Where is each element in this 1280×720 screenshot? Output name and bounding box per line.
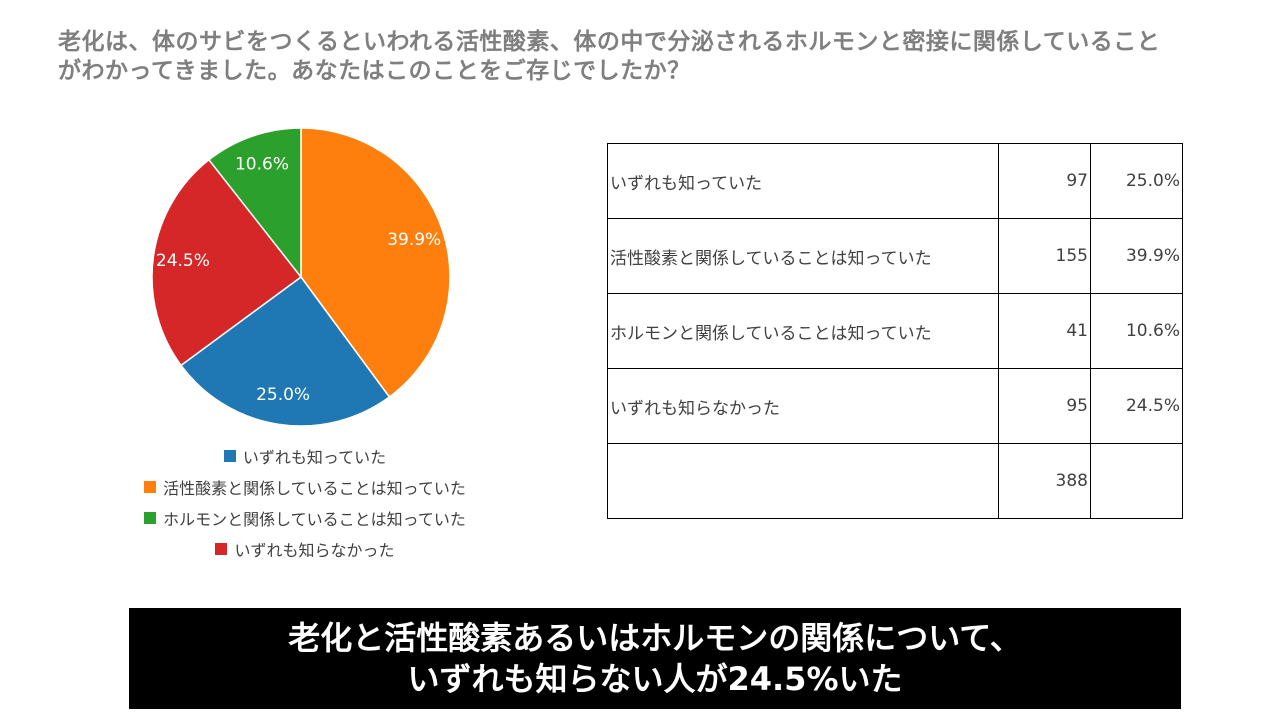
legend-label: いずれも知らなかった bbox=[234, 540, 395, 560]
table-row: 活性酸素と関係していることは知っていた 155 39.9% bbox=[607, 218, 1183, 294]
pie-chart-svg: 39.9% 25.0% 24.5% 10.6% bbox=[151, 127, 451, 427]
slice-knew-both bbox=[179, 275, 391, 427]
table-cell-answer bbox=[607, 443, 999, 519]
legend-swatch bbox=[144, 511, 157, 524]
table-cell-percent bbox=[1090, 443, 1183, 519]
table-cell-percent: 39.9% bbox=[1090, 218, 1183, 294]
legend-item: 活性酸素と関係していることは知っていた bbox=[110, 471, 500, 502]
legend-label: 活性酸素と関係していることは知っていた bbox=[163, 478, 466, 498]
legend-swatch bbox=[144, 480, 157, 493]
legend-item: いずれも知っていた bbox=[110, 440, 500, 471]
table-cell-count: 155 bbox=[998, 218, 1091, 294]
table-cell-answer: 活性酸素と関係していることは知っていた bbox=[607, 218, 999, 294]
table-cell-percent: 24.5% bbox=[1090, 368, 1183, 444]
slice-data-label: 24.5% bbox=[156, 251, 210, 271]
table-cell-count: 95 bbox=[998, 368, 1091, 444]
legend-swatch bbox=[223, 449, 236, 462]
table-cell-total-count: 388 bbox=[998, 443, 1091, 519]
table-cell-answer: いずれも知っていた bbox=[607, 143, 999, 219]
results-table: いずれも知っていた 97 25.0% 活性酸素と関係していることは知っていた 1… bbox=[607, 143, 1183, 519]
table-row: いずれも知っていた 97 25.0% bbox=[607, 143, 1183, 219]
chart-legend: いずれも知っていた 活性酸素と関係していることは知っていた ホルモンと関係してい… bbox=[110, 440, 500, 564]
pie-chart: 39.9% 25.0% 24.5% 10.6% bbox=[150, 126, 452, 428]
table-row: いずれも知らなかった 95 24.5% bbox=[607, 368, 1183, 444]
legend-label: ホルモンと関係していることは知っていた bbox=[163, 509, 466, 529]
legend-item: ホルモンと関係していることは知っていた bbox=[110, 502, 500, 533]
legend-label: いずれも知っていた bbox=[242, 447, 387, 467]
table-cell-percent: 10.6% bbox=[1090, 293, 1183, 369]
table-row: ホルモンと関係していることは知っていた 41 10.6% bbox=[607, 293, 1183, 369]
table-cell-percent: 25.0% bbox=[1090, 143, 1183, 219]
legend-item: いずれも知らなかった bbox=[110, 533, 500, 564]
survey-question: 老化は、体のサビをつくるといわれる活性酸素、体の中で分泌されるホルモンと密接に関… bbox=[58, 28, 1208, 86]
slice-knew-active-oxygen bbox=[300, 127, 451, 399]
conclusion-banner: 老化と活性酸素あるいはホルモンの関係について、 いずれも知らない人が24.5%い… bbox=[129, 608, 1181, 709]
slice-knew-neither bbox=[151, 158, 303, 367]
survey-question-line-2: がわかってきました。あなたはこのことをご存じでしたか？ bbox=[58, 58, 691, 84]
slice-data-label: 10.6% bbox=[235, 154, 289, 174]
table-cell-count: 97 bbox=[998, 143, 1091, 219]
table-cell-answer: ホルモンと関係していることは知っていた bbox=[607, 293, 999, 369]
table-cell-answer: いずれも知らなかった bbox=[607, 368, 999, 444]
table-cell-count: 41 bbox=[998, 293, 1091, 369]
slice-data-label: 25.0% bbox=[256, 385, 310, 405]
table-row-total: 388 bbox=[607, 443, 1183, 519]
conclusion-line-2: いずれも知らない人が24.5%いた bbox=[407, 659, 903, 698]
slice-knew-hormone bbox=[207, 127, 302, 280]
legend-swatch bbox=[215, 542, 228, 555]
conclusion-line-1: 老化と活性酸素あるいはホルモンの関係について、 bbox=[288, 618, 1022, 657]
slice-data-label: 39.9% bbox=[387, 230, 441, 250]
survey-question-line-1: 老化は、体のサビをつくるといわれる活性酸素、体の中で分泌されるホルモンと密接に関… bbox=[58, 29, 1161, 55]
